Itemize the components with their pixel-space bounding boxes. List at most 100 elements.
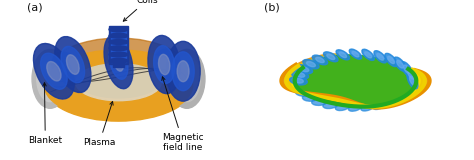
Ellipse shape [300,67,309,72]
Ellipse shape [385,53,397,67]
Ellipse shape [76,65,161,101]
Ellipse shape [291,83,309,91]
Ellipse shape [154,59,175,97]
Ellipse shape [109,63,128,98]
Ellipse shape [377,53,383,60]
Ellipse shape [387,99,395,104]
Ellipse shape [104,35,133,89]
Ellipse shape [104,54,133,108]
Polygon shape [291,55,420,106]
Ellipse shape [34,44,74,99]
Ellipse shape [397,60,403,68]
Ellipse shape [323,101,338,109]
Ellipse shape [77,64,160,98]
Ellipse shape [113,52,124,71]
Ellipse shape [61,46,84,83]
Bar [113,62,124,68]
Ellipse shape [294,78,303,83]
Ellipse shape [394,57,406,71]
Ellipse shape [388,56,394,64]
Ellipse shape [65,69,80,87]
Ellipse shape [295,88,313,96]
Bar [111,28,126,62]
Ellipse shape [407,73,418,89]
Ellipse shape [109,58,128,63]
Ellipse shape [172,52,194,91]
Ellipse shape [173,56,200,102]
Ellipse shape [383,96,399,107]
Ellipse shape [295,72,305,77]
Ellipse shape [37,56,64,102]
Ellipse shape [410,76,416,85]
Text: (a): (a) [27,3,43,13]
Ellipse shape [335,103,350,111]
Ellipse shape [148,49,181,107]
Ellipse shape [365,52,372,58]
Ellipse shape [66,55,79,74]
Ellipse shape [352,51,359,57]
Ellipse shape [55,36,91,92]
Ellipse shape [109,27,128,32]
Ellipse shape [401,62,413,77]
Ellipse shape [327,54,335,60]
Ellipse shape [291,70,309,79]
Ellipse shape [362,49,374,60]
Ellipse shape [109,33,128,38]
Ellipse shape [349,49,362,59]
Bar [109,26,128,64]
Ellipse shape [361,102,375,111]
Ellipse shape [408,71,414,79]
Polygon shape [286,55,425,107]
Ellipse shape [290,76,307,85]
Ellipse shape [109,40,128,44]
Ellipse shape [316,57,324,63]
Ellipse shape [44,50,193,121]
Text: Blanket: Blanket [28,83,63,145]
Ellipse shape [364,104,372,109]
Ellipse shape [404,80,418,93]
Ellipse shape [109,44,128,79]
Ellipse shape [300,90,309,94]
Ellipse shape [400,86,414,98]
Ellipse shape [373,100,388,109]
Ellipse shape [336,50,349,60]
Ellipse shape [296,65,312,74]
Ellipse shape [47,62,61,81]
Ellipse shape [392,92,408,103]
Ellipse shape [374,51,386,63]
Ellipse shape [339,104,347,109]
Ellipse shape [324,52,338,62]
Ellipse shape [307,62,315,67]
Ellipse shape [306,95,316,100]
Ellipse shape [302,93,319,101]
Ellipse shape [52,52,94,104]
Ellipse shape [339,52,346,58]
Ellipse shape [158,68,170,88]
Ellipse shape [166,41,200,101]
Ellipse shape [403,65,410,73]
Ellipse shape [177,61,189,82]
Ellipse shape [45,38,192,114]
Ellipse shape [32,49,68,108]
Ellipse shape [148,36,181,94]
Ellipse shape [295,84,305,89]
Ellipse shape [78,56,159,96]
Text: Coils: Coils [123,0,158,21]
Ellipse shape [113,71,124,90]
Ellipse shape [154,46,175,83]
Ellipse shape [352,105,359,109]
Ellipse shape [109,52,128,57]
Ellipse shape [158,54,170,75]
Ellipse shape [407,83,415,90]
Polygon shape [282,54,429,108]
Ellipse shape [109,46,128,51]
Ellipse shape [405,67,417,83]
Ellipse shape [169,49,205,108]
Ellipse shape [59,61,86,95]
Ellipse shape [315,99,325,104]
Ellipse shape [403,89,411,96]
Ellipse shape [312,55,328,65]
Ellipse shape [396,94,404,100]
Ellipse shape [41,53,67,89]
Ellipse shape [45,51,192,120]
